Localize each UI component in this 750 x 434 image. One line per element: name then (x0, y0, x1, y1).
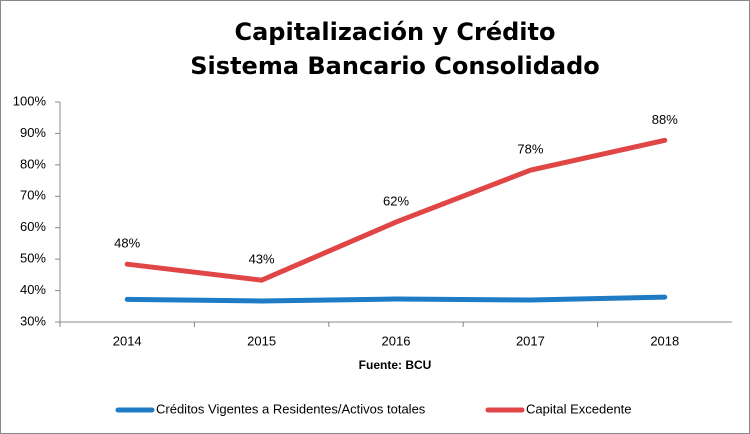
chart-subtitle: Sistema Bancario Consolidado (190, 52, 599, 80)
legend-label: Créditos Vigentes a Residentes/Activos t… (156, 401, 426, 416)
data-label: 78% (517, 142, 543, 157)
data-label: 88% (652, 112, 678, 127)
y-tick-label: 60% (20, 219, 46, 234)
data-label: 48% (114, 236, 140, 251)
x-tick-label: 2017 (516, 333, 545, 348)
x-tick-label: 2018 (650, 333, 679, 348)
y-tick-label: 50% (20, 251, 46, 266)
x-tick-label: 2014 (113, 333, 142, 348)
legend-label: Capital Excedente (526, 401, 632, 416)
y-tick-label: 80% (20, 156, 46, 171)
source-note: Fuente: BCU (359, 358, 432, 372)
data-label: 43% (249, 252, 275, 267)
data-label: 62% (383, 193, 409, 208)
y-tick-label: 100% (13, 93, 47, 108)
chart-title: Capitalización y Crédito (235, 18, 556, 46)
y-tick-label: 40% (20, 282, 46, 297)
x-tick-label: 2015 (247, 333, 276, 348)
y-tick-label: 70% (20, 188, 46, 203)
line-series (124, 294, 668, 304)
y-tick-label: 90% (20, 125, 46, 140)
x-tick-label: 2016 (382, 333, 411, 348)
line-series (124, 137, 668, 283)
y-tick-label: 30% (20, 313, 46, 328)
